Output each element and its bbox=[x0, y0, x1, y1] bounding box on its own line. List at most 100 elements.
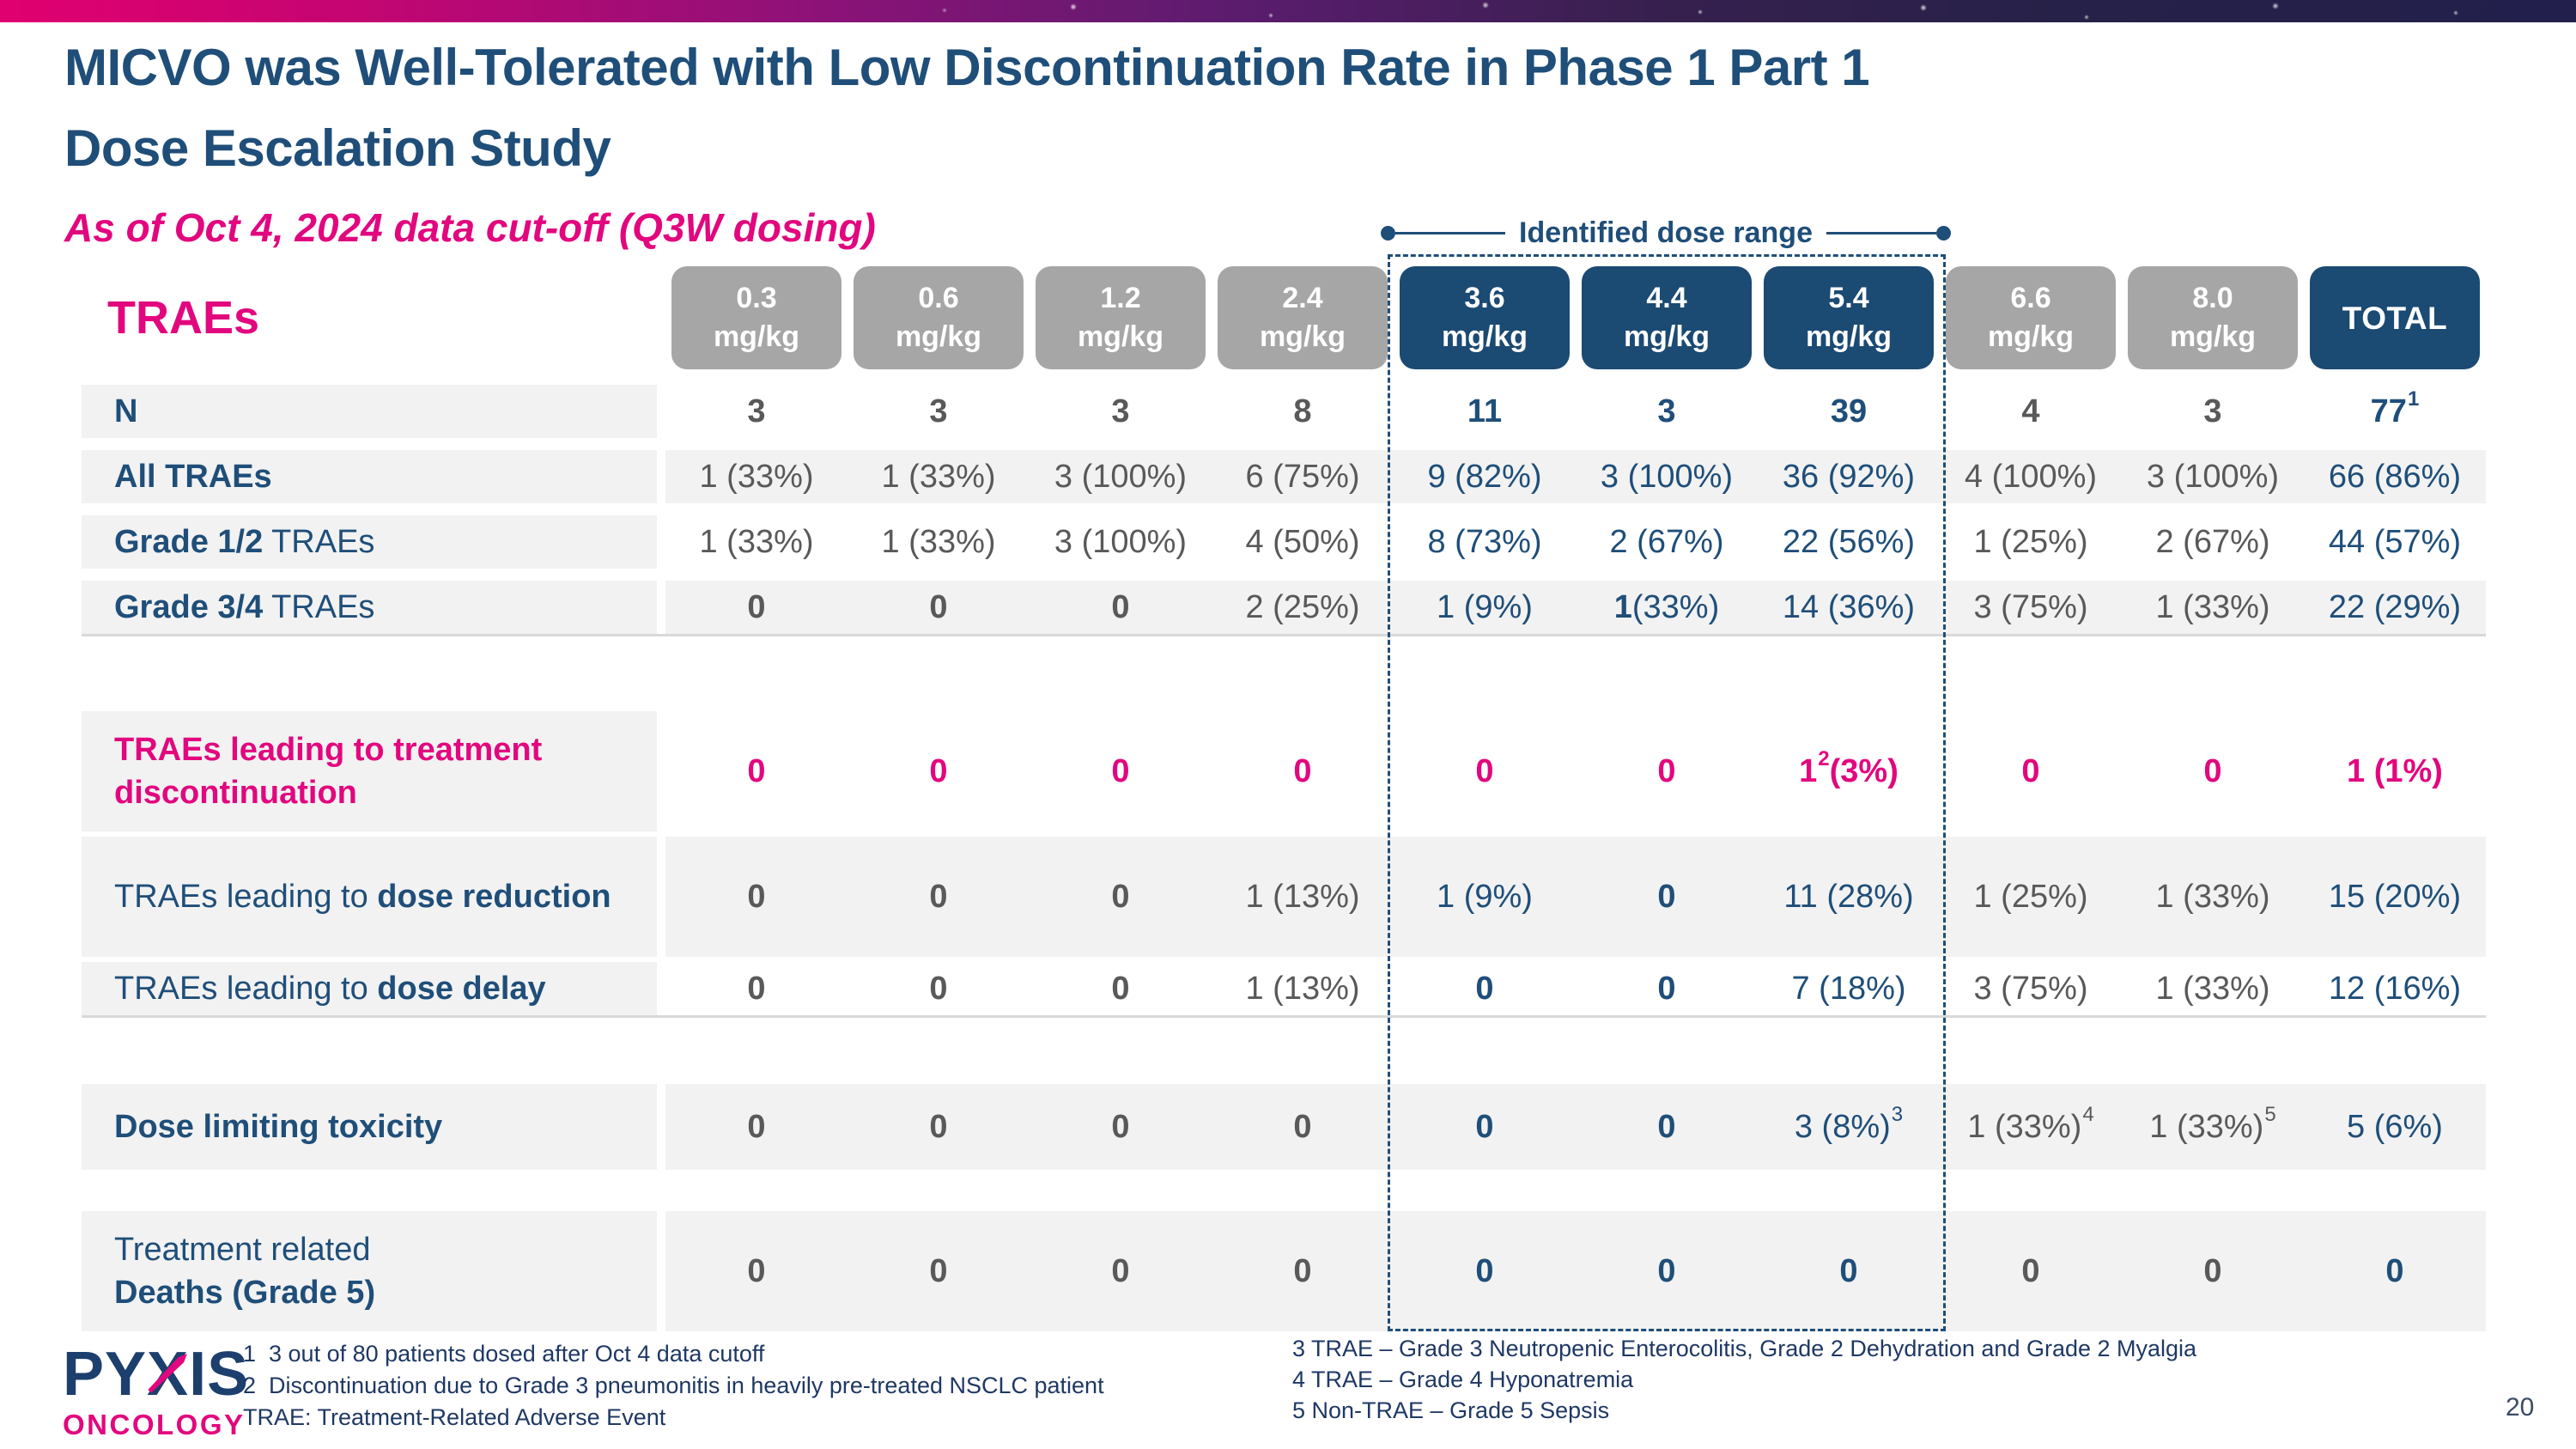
cell-dlt-3.6: 0 bbox=[1475, 1108, 1494, 1145]
row-label-text-all-traes: All TRAEs bbox=[114, 459, 272, 495]
cell-discontinuation-3.6: 0 bbox=[1475, 752, 1494, 789]
table-row-grade34: Grade 3/4 TRAEs 0 0 0 2 (25%) 1 (9%) 1 (33%) 14… bbox=[82, 581, 2486, 634]
cell-grade12-0.3: 1 (33%) bbox=[699, 523, 814, 560]
cell-discontinuation-8.0: 0 bbox=[2203, 752, 2222, 789]
cell-dlt-0.3: 0 bbox=[747, 1108, 766, 1145]
column-unit: mg/kg bbox=[1077, 320, 1164, 353]
column-unit: mg/kg bbox=[1987, 320, 2075, 353]
row-label-n: N bbox=[82, 385, 657, 438]
table-row-grade12: Grade 1/2 TRAEs 1 (33%) 1 (33%) 3 (100%) 4 (… bbox=[82, 515, 2486, 569]
row-values-n: 3 3 3 8 11 3 39 4 3 77 1 bbox=[665, 385, 2486, 438]
footnote-left-line-1: 1 3 out of 80 patients dosed after Oct 4… bbox=[243, 1341, 765, 1367]
cell-dose-reduction-0.6: 0 bbox=[929, 878, 948, 915]
cell-all-traes-4.4: 3 (100%) bbox=[1600, 458, 1734, 495]
table-row-dose-delay: TRAEs leading to dose delay 0 0 0 1 (13%) 0 0 7… bbox=[82, 962, 2486, 1015]
footnote-right-line-3: 5 Non-TRAE – Grade 5 Sepsis bbox=[1292, 1397, 1610, 1423]
cell-deaths-2.4: 0 bbox=[1293, 1252, 1312, 1289]
cell-deaths-3.6: 0 bbox=[1475, 1252, 1494, 1289]
slide-title: MICVO was Well-Tolerated with Low Discon… bbox=[64, 27, 1870, 189]
footnote-right-line-2: 4 TRAE – Grade 4 Hyponatremia bbox=[1292, 1367, 1634, 1392]
cell-all-traes-total: 66 (86%) bbox=[2328, 458, 2462, 495]
cell-dose-delay-8.0: 1 (33%) bbox=[2155, 970, 2270, 1007]
row-label-text-grade12: Grade 1/2 TRAEs bbox=[114, 524, 375, 560]
cell-discontinuation-total: 1 (1%) bbox=[2347, 752, 2443, 789]
cell-dlt-6.6: 1 (33%) 4 bbox=[1967, 1103, 2094, 1145]
table-row-dose-reduction: TRAEs leading to dose reduction 0 0 0 1 (13%… bbox=[82, 837, 2486, 957]
cell-deaths-5.4: 0 bbox=[1839, 1252, 1858, 1289]
cell-discontinuation-4.4: 0 bbox=[1657, 752, 1676, 789]
column-dose: 8.0 bbox=[2192, 282, 2233, 314]
column-unit: mg/kg bbox=[895, 320, 982, 353]
traes-table: TRAEs 0.3 mg/kg 0.6 mg/kg 1.2 mg/kg 2.4 mg/kg 3.… bbox=[82, 266, 2486, 1331]
column-slot-4.4: 4.4 mg/kg bbox=[1576, 266, 1758, 369]
cell-n-1.2: 3 bbox=[1111, 393, 1130, 429]
cell-grade12-3.6: 8 (73%) bbox=[1427, 523, 1542, 560]
cell-grade34-4.4: 1 (33%) bbox=[1613, 588, 1720, 625]
cell-grade12-5.4: 22 (56%) bbox=[1782, 523, 1916, 560]
footnotes-right: 3 TRAE – Grade 3 Neutropenic Enterocolit… bbox=[1292, 1333, 2196, 1426]
cell-dose-reduction-1.2: 0 bbox=[1111, 878, 1130, 915]
column-dose: 2.4 bbox=[1282, 282, 1323, 314]
cell-grade34-0.3: 0 bbox=[747, 588, 766, 625]
column-slot-2.4: 2.4 mg/kg bbox=[1212, 266, 1394, 369]
table-body: N 3 3 3 8 11 3 39 4 3 77 1 All TRAEs 1 (33%) 1 (33%) 3 … bbox=[82, 385, 2486, 1331]
cell-all-traes-0.3: 1 (33%) bbox=[699, 458, 814, 495]
cell-n-0.6: 3 bbox=[929, 393, 948, 429]
cell-grade12-6.6: 1 (25%) bbox=[1973, 523, 2088, 560]
cell-deaths-1.2: 0 bbox=[1111, 1252, 1130, 1289]
row-values-dlt: 0 0 0 0 0 0 3 (8%) 3 1 (33%) 4 1 (33%) 5 5 (6%) bbox=[665, 1084, 2486, 1170]
range-left-dot-icon bbox=[1381, 226, 1395, 240]
cell-n-total: 77 1 bbox=[2370, 387, 2420, 429]
cell-dose-delay-0.3: 0 bbox=[747, 970, 766, 1007]
column-slot-8.0: 8.0 mg/kg bbox=[2122, 266, 2304, 369]
row-values-all-traes: 1 (33%) 1 (33%) 3 (100%) 6 (75%) 9 (82%) 3 (1… bbox=[665, 450, 2486, 503]
column-unit: mg/kg bbox=[1623, 320, 1710, 353]
column-dose: TOTAL bbox=[2342, 300, 2448, 336]
table-row-n: N 3 3 3 8 11 3 39 4 3 77 1 bbox=[82, 385, 2486, 438]
cell-grade34-5.4: 14 (36%) bbox=[1782, 588, 1916, 625]
cell-grade34-1.2: 0 bbox=[1111, 588, 1130, 625]
cell-dose-reduction-3.6: 1 (9%) bbox=[1437, 878, 1533, 915]
cell-all-traes-3.6: 9 (82%) bbox=[1427, 458, 1542, 495]
cell-n-4.4: 3 bbox=[1657, 393, 1676, 429]
cell-grade12-4.4: 2 (67%) bbox=[1609, 523, 1724, 560]
table-row-deaths: Treatment related Deaths (Grade 5) 0 0 0 0 0 0 0… bbox=[82, 1211, 2486, 1331]
column-unit: mg/kg bbox=[713, 320, 800, 353]
range-right-line bbox=[1826, 232, 1937, 234]
range-left-line bbox=[1395, 232, 1506, 234]
column-slot-5.4: 5.4 mg/kg bbox=[1758, 266, 1940, 369]
cell-deaths-0.3: 0 bbox=[747, 1252, 766, 1289]
title-line-2: Dose Escalation Study bbox=[64, 119, 611, 177]
range-right-dot-icon bbox=[1936, 226, 1952, 240]
cell-discontinuation-0.3: 0 bbox=[747, 752, 766, 789]
column-header-0.3: 0.3 mg/kg bbox=[671, 266, 841, 369]
row-label-grade34: Grade 3/4 TRAEs bbox=[82, 581, 657, 634]
row-values-deaths: 0 0 0 0 0 0 0 0 0 0 bbox=[665, 1211, 2486, 1331]
column-unit: mg/kg bbox=[1259, 320, 1346, 353]
cell-n-2.4: 8 bbox=[1293, 393, 1312, 429]
cell-n-0.3: 3 bbox=[747, 393, 766, 429]
cell-dlt-0.6: 0 bbox=[929, 1108, 948, 1145]
cell-dose-delay-total: 12 (16%) bbox=[2328, 970, 2462, 1007]
cell-dose-delay-5.4: 7 (18%) bbox=[1791, 970, 1906, 1007]
cell-n-3.6: 11 bbox=[1467, 393, 1503, 429]
cell-dlt-total: 5 (6%) bbox=[2347, 1108, 2443, 1145]
cell-n-6.6: 4 bbox=[2021, 393, 2040, 429]
table-row-discontinuation: TRAEs leading to treatment discontinuati… bbox=[82, 711, 2486, 831]
row-values-grade34: 0 0 0 2 (25%) 1 (9%) 1 (33%) 14 (36%) 3 (75%) 1 … bbox=[665, 581, 2486, 634]
cell-grade34-3.6: 1 (9%) bbox=[1437, 588, 1533, 625]
cell-deaths-8.0: 0 bbox=[2203, 1252, 2222, 1289]
cell-dose-delay-6.6: 3 (75%) bbox=[1973, 970, 2088, 1007]
column-slot-total: TOTAL bbox=[2304, 266, 2486, 369]
row-label-all-traes: All TRAEs bbox=[82, 450, 657, 503]
logo-oncology-label: ONCOLOGY bbox=[63, 1409, 246, 1440]
column-header-1.2: 1.2 mg/kg bbox=[1036, 266, 1206, 369]
cell-dose-reduction-0.3: 0 bbox=[747, 878, 766, 915]
cell-dose-reduction-5.4: 11 (28%) bbox=[1783, 878, 1914, 915]
cell-dose-reduction-total: 15 (20%) bbox=[2328, 878, 2462, 915]
cell-grade34-6.6: 3 (75%) bbox=[1973, 588, 2088, 625]
column-slot-1.2: 1.2 mg/kg bbox=[1030, 266, 1212, 369]
cell-dose-reduction-6.6: 1 (25%) bbox=[1973, 878, 2088, 915]
logo-wordmark: PYXIS bbox=[63, 1343, 249, 1405]
